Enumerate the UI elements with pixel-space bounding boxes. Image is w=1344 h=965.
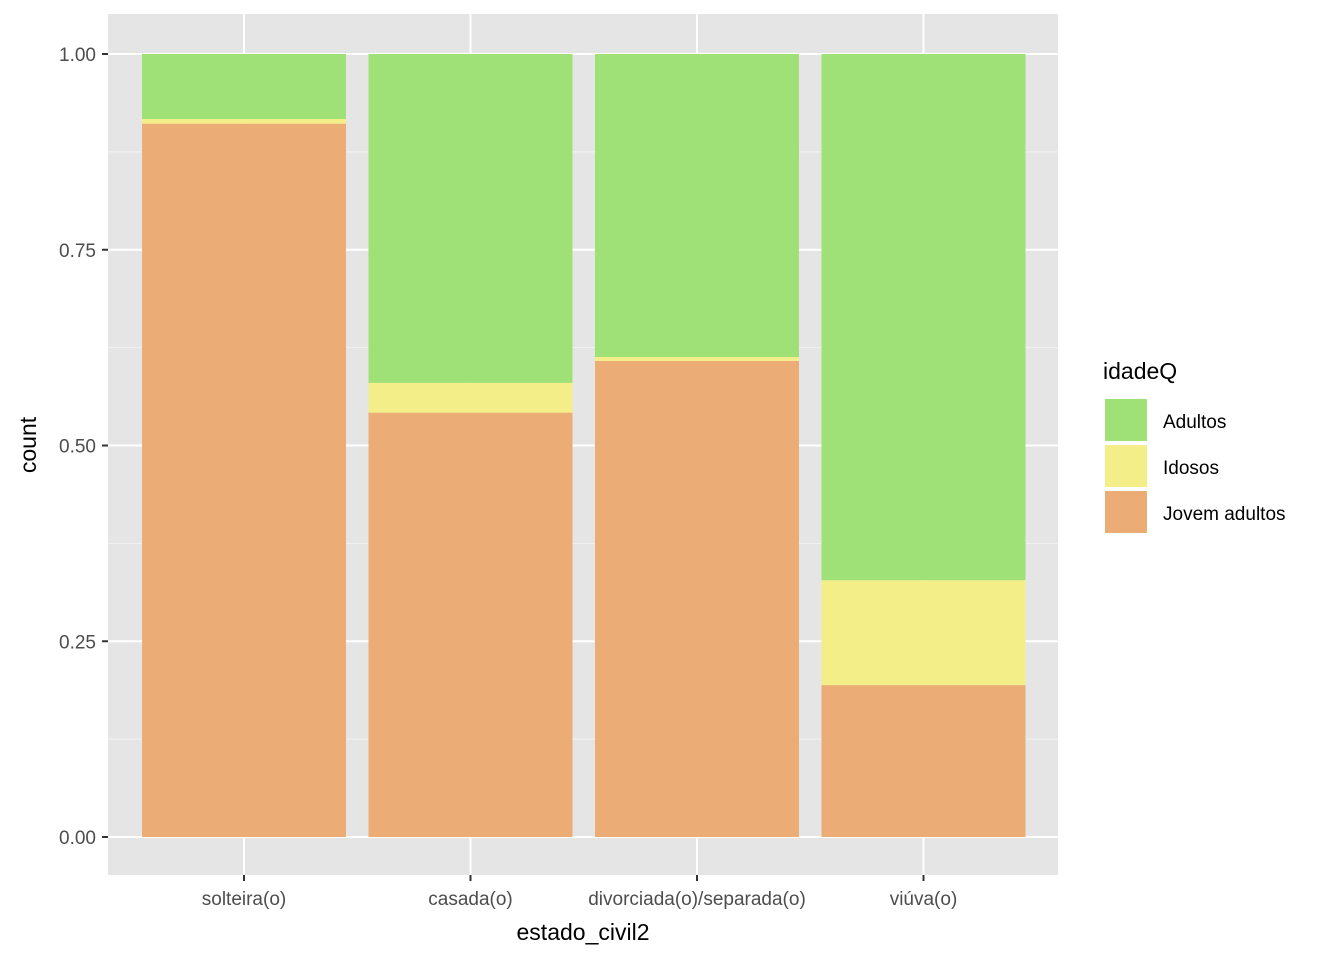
x-tick-label: divorciada(o)/separada(o)	[588, 889, 806, 910]
bar-segment-jovem-adultos	[821, 685, 1026, 837]
legend-label: Jovem adultos	[1163, 504, 1286, 525]
bar-segment-jovem-adultos	[368, 412, 573, 837]
y-tick-label: 1.00	[59, 45, 96, 66]
bar-segment-idosos	[368, 382, 573, 413]
x-axis-title: estado_civil2	[517, 919, 650, 945]
y-axis-title: count	[15, 416, 41, 473]
bar-segment-adultos	[142, 54, 346, 119]
axes: 0.00 0.25 0.50 0.75 1.00 solteira(o) casada(o)…	[59, 45, 957, 910]
bar-segment-adultos	[821, 54, 1026, 581]
x-tick-label: solteira(o)	[202, 889, 286, 910]
legend-key	[1103, 489, 1149, 535]
bar-segment-adultos	[368, 54, 573, 383]
y-tick-label: 0.25	[59, 632, 96, 653]
bars	[142, 54, 1026, 837]
legend-label: Adultos	[1163, 412, 1226, 433]
bar-segment-idosos	[595, 357, 799, 361]
y-tick-label: 0.00	[59, 828, 96, 849]
y-tick-label: 0.50	[59, 437, 96, 458]
bar-segment-idosos	[142, 118, 346, 124]
bar-segment-jovem-adultos	[142, 123, 346, 837]
x-tick-label: casada(o)	[428, 889, 513, 910]
legend-title: idadeQ	[1103, 358, 1177, 384]
bar-segment-idosos	[821, 580, 1026, 686]
legend: idadeQ Adultos Idosos Jovem adultos	[1103, 358, 1286, 535]
y-tick-label: 0.75	[59, 241, 96, 262]
bar-segment-adultos	[595, 54, 799, 358]
legend-key	[1103, 397, 1149, 443]
legend-key	[1103, 443, 1149, 489]
legend-label: Idosos	[1163, 458, 1219, 479]
bar-segment-jovem-adultos	[595, 360, 799, 837]
x-tick-label: viúva(o)	[890, 889, 958, 910]
